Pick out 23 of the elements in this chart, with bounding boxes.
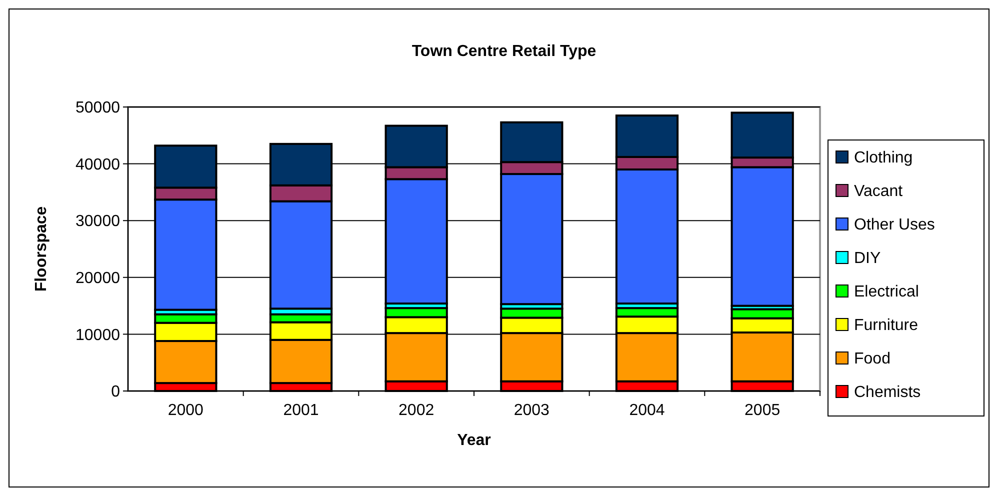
y-tick-label: 50000 <box>76 100 120 117</box>
y-tick-label: 40000 <box>76 156 120 174</box>
x-tick-label: 2002 <box>398 402 434 419</box>
legend-label: Electrical <box>854 284 919 301</box>
x-axis-title: Year <box>457 432 491 449</box>
x-tick-label: 2003 <box>514 402 550 419</box>
legend-label: Other Uses <box>854 216 935 234</box>
legend-label: Clothing <box>854 150 913 167</box>
x-tick-label: 2001 <box>283 402 319 419</box>
legend-label: Food <box>854 350 890 368</box>
y-tick-label: 10000 <box>76 326 120 344</box>
y-tick-label: 30000 <box>76 213 120 230</box>
legend-label: Vacant <box>854 183 904 200</box>
x-tick-label: 2005 <box>744 402 780 419</box>
legend-label: Furniture <box>854 317 918 334</box>
legend-label: DIY <box>854 250 881 268</box>
chart-title: Town Centre Retail Type <box>412 43 596 60</box>
y-tick-label: 0 <box>111 384 120 401</box>
x-tick-label: 2000 <box>168 402 204 419</box>
y-tick-label: 20000 <box>76 270 120 287</box>
legend-label: Chemists <box>854 384 921 402</box>
y-axis-title: Floorspace <box>33 206 50 292</box>
x-tick-label: 2004 <box>629 402 665 419</box>
